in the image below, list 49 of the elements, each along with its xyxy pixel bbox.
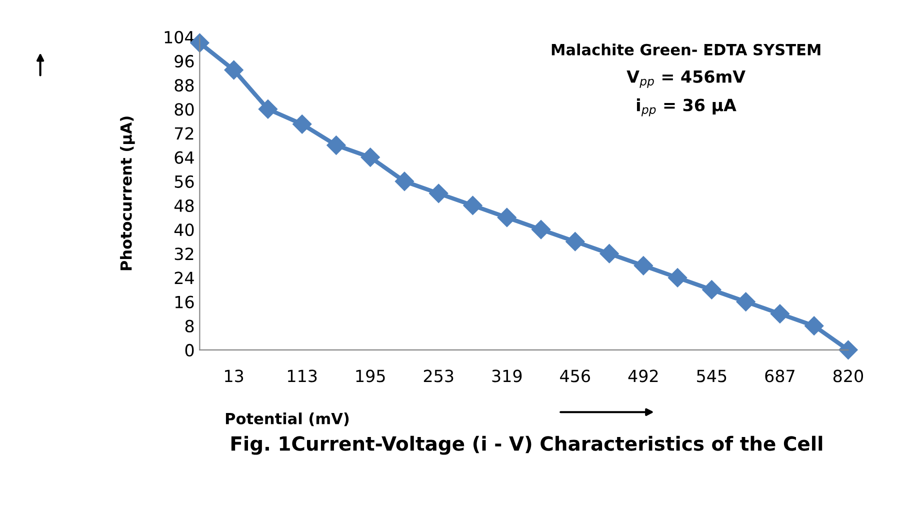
point [770,304,790,324]
x-tick-label: 545 [697,370,726,382]
y-tick-label: 64 [174,151,194,164]
x-tick-label: 195 [356,370,385,382]
y-tick-label: 104 [164,30,194,44]
point [429,184,448,203]
point [394,172,414,191]
point [668,268,688,288]
point [531,220,551,240]
y-tick-label: 16 [175,296,194,308]
annotation: i$_{pp}$ = 36 µA [636,98,736,116]
x-tick-label: 492 [628,370,658,382]
y-tick-label: 88 [174,79,194,92]
x-tick-label: 113 [288,370,317,382]
y-tick-label: 40 [174,223,194,236]
point [497,208,516,228]
point [224,60,244,80]
annotation: V$_{pp}$ = 456mV [626,70,746,88]
x-axis-title: Potential (mV) [226,412,349,426]
y-tick-label: 24 [174,272,194,284]
point [360,148,380,167]
y-tick-label: 8 [185,320,194,332]
point [804,316,824,336]
y-tick-label: 56 [174,175,194,188]
y-tick-label: 32 [174,248,194,260]
point [736,292,756,312]
y-axis-title: Photocurrent (µA) [120,116,135,270]
y-tick-label: 96 [174,54,194,68]
y-tick-label: 0 [185,344,194,356]
point [600,244,619,264]
x-tick-label: 687 [765,370,794,382]
point [463,196,482,215]
point [702,280,722,300]
annotation: Malachite Green- EDTA SYSTEM [552,44,820,56]
point [292,114,312,134]
x-tick-label: 456 [560,370,590,382]
x-tick-label: 253 [424,370,454,382]
x-tick-label: 13 [225,370,244,382]
point [258,100,278,119]
point [634,256,653,276]
x-tick-label: 820 [833,370,864,382]
point [566,232,585,252]
y-tick-label: 48 [174,199,194,212]
y-tick-label: 80 [174,103,194,116]
point [326,136,346,155]
x-tick-label: 319 [492,370,522,382]
y-tick-label: 72 [174,127,194,140]
caption: Fig. 1Current-Voltage (i - V) Characteristics of the Cell [231,436,822,455]
point [838,340,858,360]
